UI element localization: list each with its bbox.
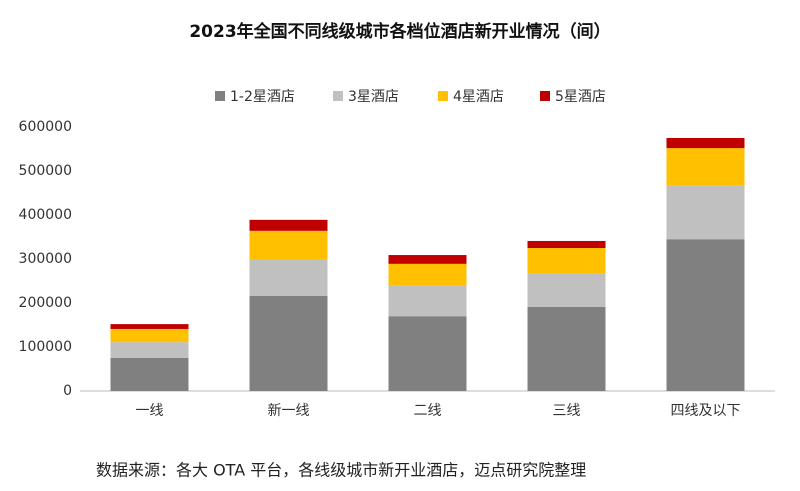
y-tick-label: 100000: [19, 339, 72, 355]
legend-label: 4星酒店: [453, 89, 504, 105]
x-tick-label: 三线: [553, 403, 581, 419]
x-tick-label: 二线: [414, 403, 442, 419]
y-tick-label: 500000: [19, 163, 72, 179]
legend-swatch: [333, 91, 343, 101]
bar-segment: [527, 240, 606, 248]
bar-segment: [249, 219, 328, 231]
y-tick-label: 400000: [19, 207, 72, 223]
bar-segment: [249, 230, 328, 259]
bar-segment: [666, 239, 745, 391]
legend-label: 3星酒店: [348, 89, 399, 105]
bar-segment: [249, 259, 328, 296]
bar-segment: [249, 295, 328, 391]
legend-swatch: [540, 91, 550, 101]
bar-segment: [527, 306, 606, 391]
bar-segment: [388, 285, 467, 317]
legend-swatch: [215, 91, 225, 101]
x-tick-label: 四线及以下: [671, 403, 741, 419]
bar-segment: [388, 255, 467, 264]
bar-segment: [527, 273, 606, 307]
bar-segment: [666, 185, 745, 240]
legend-swatch: [438, 91, 448, 101]
bar-segment: [666, 148, 745, 186]
bar-segment: [110, 342, 189, 358]
bar-segment: [388, 316, 467, 391]
legend-label: 5星酒店: [555, 89, 606, 105]
x-tick-label: 一线: [136, 403, 164, 419]
bar-segment: [110, 324, 189, 329]
bar-segment: [388, 263, 467, 286]
bar-segment: [110, 328, 189, 343]
bar-segment: [110, 358, 189, 391]
y-tick-label: 600000: [19, 119, 72, 135]
legend-label: 1-2星酒店: [230, 89, 295, 105]
bar-segment: [666, 138, 745, 149]
x-tick-label: 新一线: [268, 403, 310, 419]
source-note: 数据来源：各大 OTA 平台，各线级城市新开业酒店，迈点研究院整理: [96, 461, 586, 480]
chart-title: 2023年全国不同线级城市各档位酒店新开业情况（间）: [189, 21, 610, 42]
bar-segment: [527, 248, 606, 274]
y-tick-label: 0: [63, 383, 72, 399]
y-tick-label: 300000: [19, 251, 72, 267]
y-tick-label: 200000: [19, 295, 72, 311]
